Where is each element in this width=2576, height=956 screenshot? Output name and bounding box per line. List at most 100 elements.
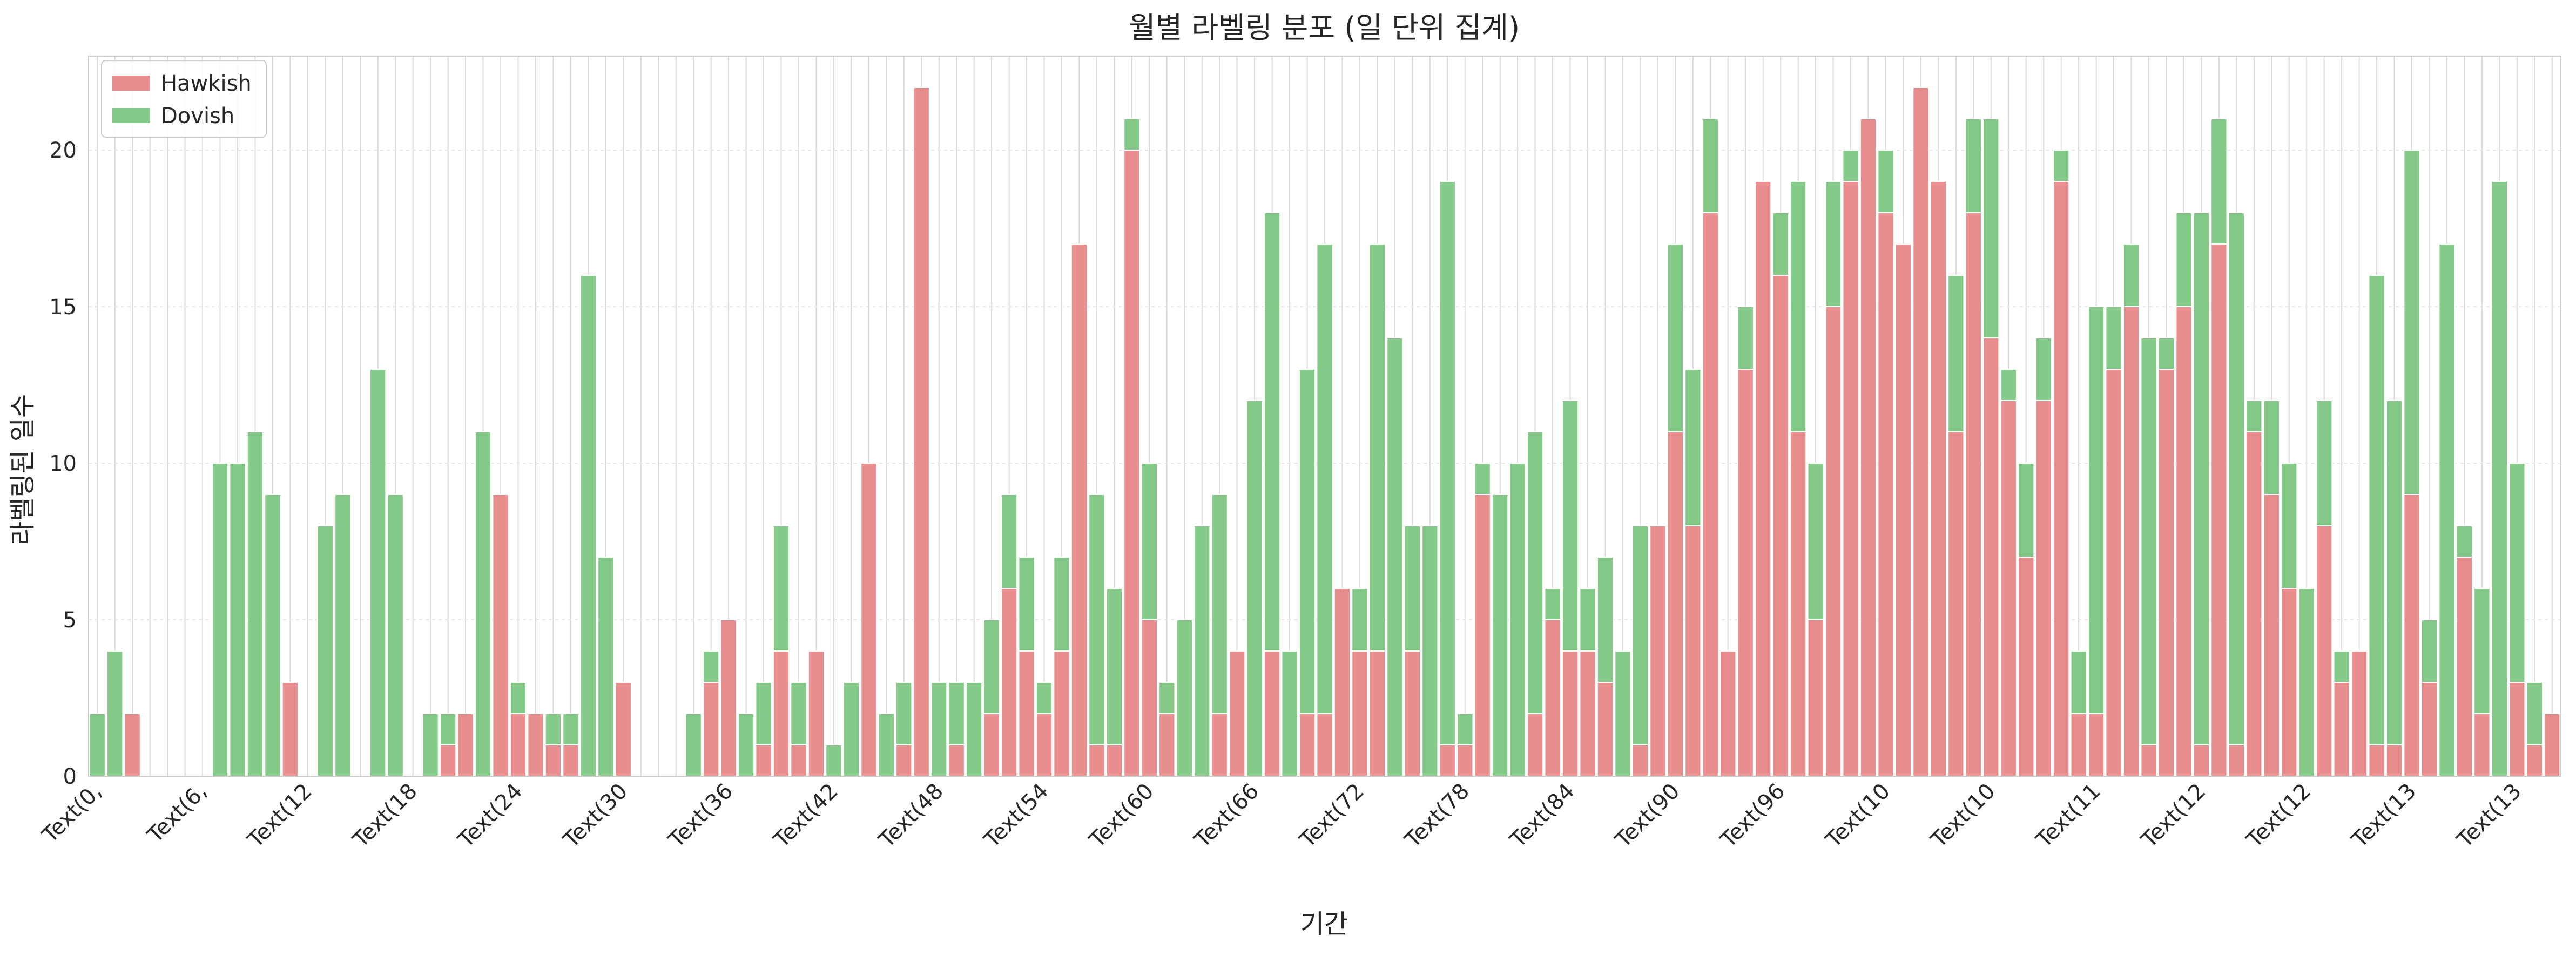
y-axis-label: 라벨링된 일수 [8,394,38,545]
bar-hawkish [1965,212,1982,777]
bar-dovish [790,682,807,745]
bar-hawkish [1702,212,1719,777]
bar-hawkish [1579,650,1596,777]
bar-dovish [2491,181,2508,777]
bar-hawkish [1719,650,1737,777]
bar-hawkish [2456,557,2473,777]
bar-hawkish [1842,181,1859,777]
bar-hawkish [2087,713,2105,777]
bar-hawkish [2403,494,2420,777]
bar-hawkish [1561,650,1579,777]
bar-dovish [1474,463,1491,495]
bar-hawkish [1368,650,1386,777]
legend: Hawkish Dovish [101,60,267,138]
bar-dovish [1947,275,1965,432]
bar-dovish [930,682,948,777]
bar-hawkish [1053,650,1070,777]
bar-hawkish [2000,400,2017,777]
bar-dovish [2456,525,2473,558]
bar-dovish [1631,525,1649,745]
bar-hawkish [1772,275,1789,777]
bar-hawkish [2035,400,2052,777]
bar-hawkish [948,744,965,777]
bar-dovish [2228,212,2245,745]
bar-hawkish [2140,744,2157,777]
bar-hawkish [562,744,579,777]
bar-hawkish [1298,713,1316,777]
bar-dovish [1667,243,1684,432]
bar-hawkish [2544,713,2561,777]
bar-dovish [264,494,281,777]
bar-dovish [211,463,229,777]
bar-hawkish [2193,744,2210,777]
bar-dovish [1456,713,1474,745]
bar-dovish [597,557,615,777]
bar-dovish [2333,650,2350,683]
bar-hawkish [2157,369,2175,777]
bar-dovish [2245,400,2263,432]
bar-hawkish [1790,431,1807,777]
bar-dovish [246,431,264,777]
bar-hawkish [2316,525,2333,777]
bar-dovish [1596,557,1614,683]
bar-dovish [685,713,702,777]
bar-hawkish [1544,619,1561,777]
bar-hawkish [807,650,825,777]
bar-hawkish [1982,337,2000,777]
bar-hawkish [2508,682,2526,777]
bar-dovish [229,463,246,777]
bar-dovish [1298,369,1316,714]
bar-dovish [2157,337,2175,370]
bar-dovish [2316,400,2333,526]
bar-dovish [1982,118,2000,338]
bar-hawkish [2281,588,2298,777]
bar-dovish [2385,400,2403,745]
bar-dovish [334,494,352,777]
bar-dovish [703,650,720,683]
bar-dovish [1053,557,1070,652]
bar-hawkish [983,713,1000,777]
bar-dovish [1702,118,1719,213]
bar-dovish [1193,525,1211,777]
bar-dovish [1421,525,1439,777]
bar-dovish [2281,463,2298,589]
bar-dovish [1737,306,1754,370]
bar-hawkish [492,494,509,777]
bar-dovish [1281,650,1298,777]
chart-title: 월별 라벨링 분포 (일 단위 집계) [1129,11,1520,45]
bar-dovish [369,369,387,777]
bar-hawkish [2122,306,2140,777]
bar-hawkish [755,744,772,777]
bar-hawkish [527,713,544,777]
bar-hawkish [509,713,527,777]
bar-hawkish [281,682,299,777]
bar-hawkish [1649,525,1667,777]
plot-frame [88,56,2561,777]
bar-hawkish [1947,431,1965,777]
bar-hawkish [772,650,790,777]
bar-hawkish [2053,181,2070,777]
bar-dovish [474,431,492,777]
bar-dovish [895,682,913,745]
bar-dovish [387,494,404,777]
bar-dovish [2368,275,2385,745]
bar-hawkish [2018,557,2035,777]
bar-hawkish [1596,682,1614,777]
bar-hawkish [2175,306,2193,777]
bar-hawkish [1877,212,1894,777]
bar-dovish [755,682,772,745]
bar-hawkish [1439,744,1456,777]
bar-hawkish [1035,713,1053,777]
bar-dovish [2210,118,2228,245]
bar-hawkish [1807,619,1824,777]
bar-dovish [737,713,755,777]
bar-dovish [825,744,842,777]
bar-hawkish [2333,682,2350,777]
bar-dovish [2053,150,2070,182]
bar-hawkish [1000,588,1018,777]
bar-hawkish [1667,431,1684,777]
bar-dovish [2070,650,2087,714]
bar-dovish [1246,400,1263,777]
bar-hawkish [1684,525,1702,777]
bar-hawkish [1229,650,1246,777]
